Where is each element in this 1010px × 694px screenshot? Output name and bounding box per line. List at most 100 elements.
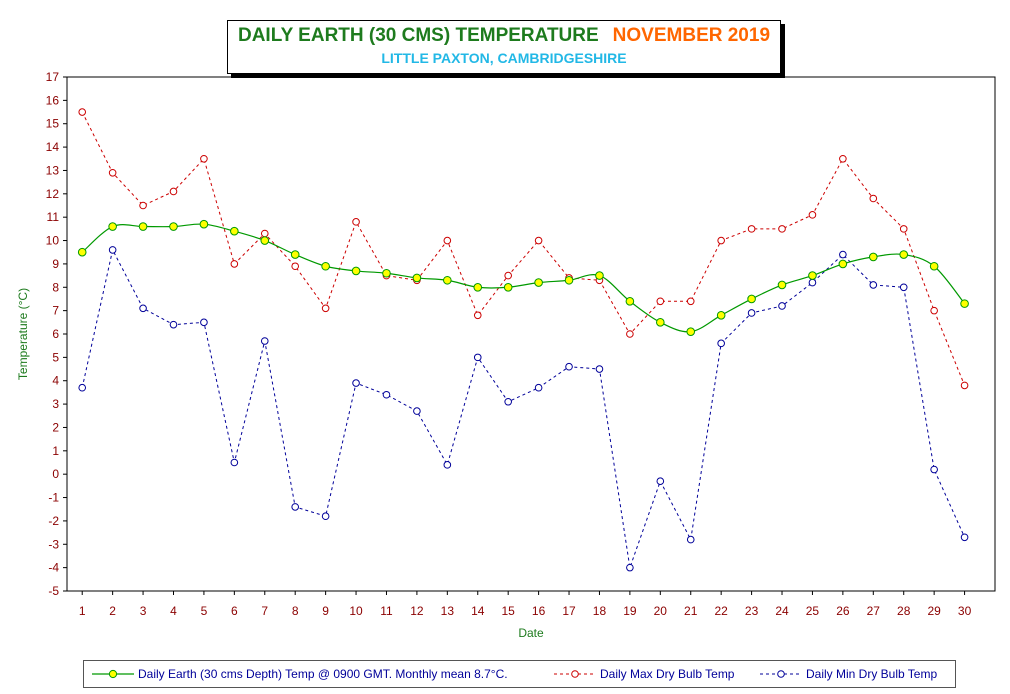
y-tick-label: 13 bbox=[46, 163, 60, 177]
data-point-min bbox=[747, 309, 756, 317]
data-point-earth bbox=[290, 250, 300, 259]
data-point-min bbox=[139, 304, 147, 313]
y-axis-label: Temperature (°C) bbox=[16, 288, 30, 380]
data-point-min bbox=[78, 383, 87, 392]
data-point-max bbox=[504, 271, 512, 280]
data-point-min bbox=[686, 535, 695, 544]
y-tick-label: 7 bbox=[52, 304, 59, 318]
data-point-earth bbox=[929, 261, 939, 271]
data-point-min bbox=[626, 563, 634, 572]
x-tick-label: 21 bbox=[684, 604, 698, 618]
data-point-max bbox=[108, 168, 117, 177]
data-point-earth bbox=[351, 266, 361, 276]
data-point-min bbox=[778, 302, 786, 310]
data-point-max bbox=[78, 108, 87, 116]
data-point-min bbox=[473, 353, 482, 362]
data-point-min bbox=[839, 250, 847, 259]
data-point-min bbox=[230, 458, 239, 467]
x-tick-label: 19 bbox=[623, 604, 637, 618]
legend-item-max: Daily Max Dry Bulb Temp bbox=[554, 661, 734, 687]
series-line-min bbox=[81, 248, 966, 568]
data-point-earth bbox=[960, 299, 969, 308]
x-tick-label: 3 bbox=[140, 604, 147, 618]
y-tick-label: 2 bbox=[52, 420, 59, 434]
chart-subtitle: LITTLE PAXTON, CAMBRIDGESHIRE bbox=[381, 50, 627, 66]
data-point-min bbox=[108, 246, 117, 254]
axes bbox=[63, 76, 996, 595]
data-point-max bbox=[808, 211, 817, 219]
x-tick-label: 23 bbox=[745, 604, 759, 618]
data-point-earth bbox=[321, 261, 330, 271]
data-point-min bbox=[321, 512, 330, 521]
x-tick-label: 17 bbox=[562, 604, 576, 618]
legend-min-symbol bbox=[760, 670, 802, 678]
x-tick-label: 5 bbox=[201, 604, 208, 618]
data-point-min bbox=[869, 281, 878, 289]
data-point-earth bbox=[716, 311, 726, 320]
data-point-earth bbox=[412, 273, 422, 283]
data-point-min bbox=[169, 320, 178, 329]
x-tick-label: 27 bbox=[867, 604, 881, 618]
x-tick-label: 28 bbox=[897, 604, 911, 618]
y-tick-label: 16 bbox=[46, 93, 60, 107]
data-point-earth bbox=[899, 250, 909, 259]
data-point-max bbox=[869, 194, 878, 203]
x-tick-label: 2 bbox=[109, 604, 116, 618]
chart-title-month: NOVEMBER 2019 bbox=[612, 25, 771, 46]
data-point-max bbox=[656, 297, 665, 306]
data-point-min bbox=[382, 390, 391, 399]
x-tick-label: 8 bbox=[292, 604, 299, 618]
y-tick-label: -1 bbox=[48, 491, 59, 505]
data-point-max bbox=[839, 154, 847, 163]
legend-earth-symbol bbox=[92, 669, 134, 679]
x-tick-label: 24 bbox=[775, 604, 789, 618]
data-point-min bbox=[717, 339, 725, 348]
x-tick-label: 26 bbox=[836, 604, 850, 618]
y-tick-label: 4 bbox=[52, 374, 59, 388]
x-tick-label: 22 bbox=[714, 604, 728, 618]
data-point-earth bbox=[169, 222, 178, 231]
x-tick-label: 9 bbox=[322, 604, 329, 618]
data-point-max bbox=[747, 225, 756, 233]
legend-max-symbol bbox=[554, 670, 596, 678]
data-point-max bbox=[230, 260, 239, 268]
data-point-min bbox=[504, 397, 512, 406]
x-tick-label: 7 bbox=[261, 604, 268, 618]
legend-item-min: Daily Min Dry Bulb Temp bbox=[760, 661, 937, 687]
legend-label-min: Daily Min Dry Bulb Temp bbox=[806, 667, 938, 681]
x-tick-label: 30 bbox=[958, 604, 972, 618]
y-tick-label: 17 bbox=[46, 70, 60, 84]
data-point-max bbox=[260, 229, 269, 238]
data-point-min bbox=[808, 278, 817, 287]
data-point-max bbox=[139, 201, 147, 210]
x-tick-label: 11 bbox=[380, 604, 393, 618]
data-series bbox=[77, 108, 969, 572]
data-point-min bbox=[565, 362, 573, 371]
data-point-max bbox=[717, 236, 725, 245]
data-point-earth bbox=[534, 278, 543, 287]
data-point-max bbox=[930, 306, 938, 315]
data-point-max bbox=[473, 311, 482, 320]
legend-item-earth: Daily Earth (30 cms Depth) Temp @ 0900 G… bbox=[92, 661, 508, 687]
y-tick-label: 14 bbox=[46, 140, 60, 154]
y-tick-label: -5 bbox=[48, 584, 59, 598]
data-point-min bbox=[200, 318, 208, 327]
data-point-max bbox=[169, 187, 178, 196]
chart-title-main: DAILY EARTH (30 CMS) TEMPERATURE bbox=[237, 25, 599, 46]
y-tick-label: 1 bbox=[52, 444, 59, 458]
x-tick-label: 16 bbox=[532, 604, 546, 618]
y-tick-label: 9 bbox=[52, 257, 59, 271]
data-point-earth bbox=[686, 327, 696, 336]
data-point-max bbox=[534, 236, 543, 245]
data-point-earth bbox=[838, 259, 848, 269]
x-tick-label: 15 bbox=[502, 604, 516, 618]
x-tick-label: 29 bbox=[927, 604, 941, 618]
legend-label-earth: Daily Earth (30 cms Depth) Temp @ 0900 G… bbox=[138, 667, 508, 681]
y-tick-label: 12 bbox=[46, 187, 60, 201]
y-tick-label: 10 bbox=[46, 234, 60, 248]
data-point-earth bbox=[747, 294, 756, 304]
y-tick-label: 6 bbox=[52, 327, 59, 341]
data-point-max bbox=[960, 381, 969, 390]
